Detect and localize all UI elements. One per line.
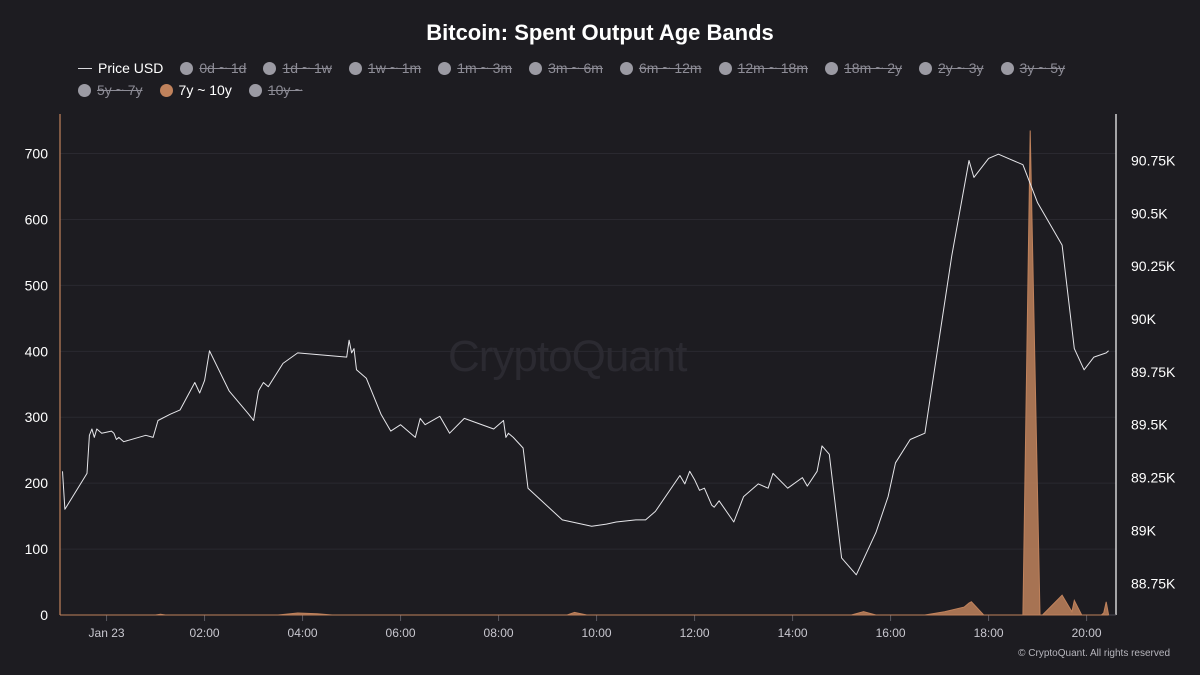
legend-item-6m-12m[interactable]: 6m ~ 12m (619, 57, 702, 79)
y-right-tick-label: 90.75K (1131, 153, 1176, 169)
legend-item-2y-3y[interactable]: 2y ~ 3y (919, 57, 984, 79)
x-tick-label: 04:00 (288, 626, 318, 640)
legend-item-0d-1d[interactable]: 0d ~ 1d (180, 57, 246, 79)
legend-item-1d-1w[interactable]: 1d ~ 1w (263, 57, 332, 79)
legend-item-1m-3m[interactable]: 1m ~ 3m (438, 57, 512, 79)
dot-swatch-icon (348, 61, 362, 75)
y-right-tick-label: 90K (1131, 311, 1157, 327)
line-swatch-icon (78, 67, 92, 69)
x-tick-label: 20:00 (1072, 626, 1102, 640)
y-left-tick-label: 500 (25, 277, 49, 293)
y-left-tick-label: 600 (25, 211, 49, 227)
y-right-tick-label: 89.75K (1131, 364, 1176, 380)
legend-item-10y[interactable]: 10y ~ (248, 79, 303, 101)
chart-title: Bitcoin: Spent Output Age Bands (426, 20, 774, 45)
legend-label: 1w ~ 1m (367, 60, 422, 76)
legend-label: 3m ~ 6m (548, 60, 603, 76)
y-right-tick-label: 89.5K (1131, 417, 1168, 433)
y-right-tick-label: 90.25K (1131, 258, 1176, 274)
legend-item-5y-7y[interactable]: 5y ~ 7y (78, 79, 143, 101)
x-tick-label: 14:00 (778, 626, 808, 640)
dot-swatch-icon (718, 61, 732, 75)
legend-label: 3y ~ 5y (1019, 60, 1066, 76)
y-left-tick-label: 100 (25, 541, 49, 557)
dot-swatch-icon (438, 61, 452, 75)
x-tick-label: 10:00 (582, 626, 612, 640)
legend: Price USD 0d ~ 1d 1d ~ 1w 1w ~ 1m 1m ~ 3m 3m … (78, 57, 1158, 101)
legend-label: 10y ~ (267, 82, 303, 98)
y-left-tick-label: 300 (25, 409, 49, 425)
legend-item-price-usd[interactable]: Price USD (78, 57, 163, 79)
dot-swatch-icon (159, 83, 173, 97)
x-tick-label: Jan 23 (89, 626, 125, 640)
dot-swatch-icon (78, 83, 91, 97)
y-right-tick-label: 88.75K (1131, 575, 1176, 591)
dot-swatch-icon (1000, 61, 1014, 75)
dot-swatch-icon (825, 61, 839, 75)
dot-swatch-icon (529, 61, 543, 75)
y-right-tick-label: 89K (1131, 522, 1157, 538)
copyright-footer: © CryptoQuant. All rights reserved (1018, 648, 1170, 659)
legend-label: 12m ~ 18m (737, 60, 809, 76)
series-area-7y-10y (60, 130, 1110, 616)
legend-label: 5y ~ 7y (97, 82, 143, 98)
legend-item-3y-5y[interactable]: 3y ~ 5y (1000, 57, 1066, 79)
watermark: CryptoQuant (448, 332, 687, 381)
x-tick-label: 08:00 (484, 626, 514, 640)
series-line-price-usd (62, 153, 1109, 576)
legend-item-7y-10y[interactable]: 7y ~ 10y (159, 79, 232, 101)
legend-label: 7y ~ 10y (178, 82, 232, 98)
legend-label: 1d ~ 1w (282, 60, 332, 76)
legend-label: Price USD (98, 60, 164, 76)
y-right-tick-label: 89.25K (1131, 470, 1176, 486)
dot-swatch-icon (248, 83, 262, 97)
legend-label: 2y ~ 3y (938, 60, 984, 76)
y-left-tick-label: 700 (25, 146, 49, 162)
dot-swatch-icon (919, 61, 932, 75)
dot-swatch-icon (263, 61, 277, 75)
legend-label: 0d ~ 1d (199, 60, 247, 76)
x-tick-label: 18:00 (974, 626, 1004, 640)
legend-item-3m-6m[interactable]: 3m ~ 6m (529, 57, 603, 79)
x-tick-label: 06:00 (386, 626, 416, 640)
x-tick-label: 02:00 (190, 626, 220, 640)
y-left-tick-label: 0 (40, 607, 48, 623)
y-left-tick-label: 200 (25, 475, 49, 491)
legend-item-12m-18m[interactable]: 12m ~ 18m (718, 57, 809, 79)
dot-swatch-icon (619, 61, 633, 75)
legend-label: 18m ~ 2y (844, 60, 902, 76)
y-right-tick-label: 90.5K (1131, 205, 1168, 221)
legend-label: 1m ~ 3m (457, 60, 513, 76)
legend-label: 6m ~ 12m (638, 60, 702, 76)
dot-swatch-icon (180, 61, 194, 75)
legend-item-18m-2y[interactable]: 18m ~ 2y (825, 57, 902, 79)
y-left-tick-label: 400 (25, 343, 49, 359)
x-tick-label: 12:00 (680, 626, 710, 640)
legend-item-1w-1m[interactable]: 1w ~ 1m (348, 57, 422, 79)
x-tick-label: 16:00 (876, 626, 906, 640)
